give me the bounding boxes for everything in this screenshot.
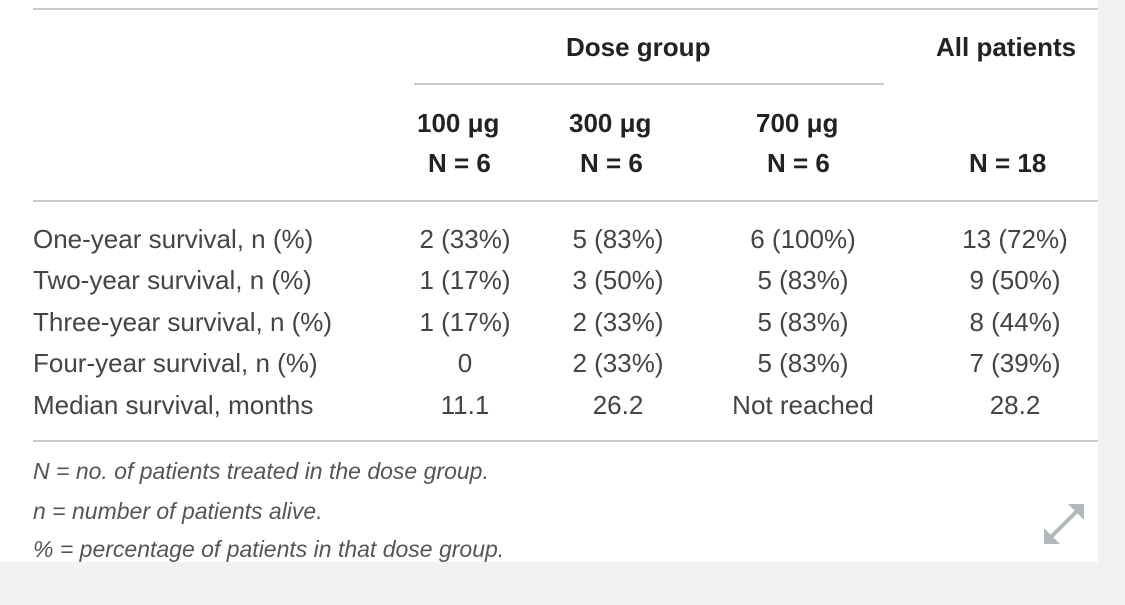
- cell-100: 1 (17%): [419, 307, 511, 337]
- body-bottom-rule: [33, 440, 1098, 442]
- cell-700: 5 (83%): [757, 307, 849, 337]
- row-label: Four-year survival, n (%): [33, 348, 318, 378]
- cell-300: 3 (50%): [572, 265, 664, 295]
- cell-100: 2 (33%): [419, 224, 511, 254]
- cell-100: 0: [457, 348, 473, 378]
- cell-all: 9 (50%): [969, 265, 1061, 295]
- col-n-100: N = 6: [428, 148, 491, 178]
- col-dose-100: 100 μg: [417, 108, 500, 138]
- cell-300: 5 (83%): [572, 224, 664, 254]
- col-n-300: N = 6: [580, 148, 643, 178]
- cell-all: 7 (39%): [969, 348, 1061, 378]
- cell-all: 8 (44%): [969, 307, 1061, 337]
- cell-700: 6 (100%): [750, 224, 856, 254]
- cell-100: 1 (17%): [419, 265, 511, 295]
- cell-300: 2 (33%): [572, 307, 664, 337]
- cell-300: 26.2: [592, 390, 644, 420]
- cell-all: 13 (72%): [962, 224, 1068, 254]
- cell-300: 2 (33%): [572, 348, 664, 378]
- dose-group-header: Dose group: [566, 32, 711, 62]
- col-n-all: N = 18: [969, 148, 1047, 178]
- cell-700: 5 (83%): [757, 265, 849, 295]
- row-label: Two-year survival, n (%): [33, 265, 312, 295]
- footnote: N = no. of patients treated in the dose …: [33, 458, 489, 484]
- header-bottom-rule: [33, 200, 1098, 202]
- row-label: Median survival, months: [33, 390, 314, 420]
- table-panel: Dose group All patients 100 μg N = 6 300…: [0, 0, 1098, 562]
- col-n-700: N = 6: [767, 148, 830, 178]
- footnote: % = percentage of patients in that dose …: [33, 536, 505, 562]
- dose-group-rule: [414, 83, 884, 85]
- panel-bottom-mask: [0, 562, 1125, 605]
- top-rule: [33, 8, 1098, 10]
- cell-100: 11.1: [440, 390, 490, 420]
- col-dose-300: 300 μg: [569, 108, 652, 138]
- cell-all: 28.2: [989, 390, 1041, 420]
- all-patients-header: All patients: [936, 32, 1077, 62]
- cell-700: Not reached: [732, 390, 874, 420]
- cell-700: 5 (83%): [757, 348, 849, 378]
- row-label: Three-year survival, n (%): [33, 307, 333, 337]
- row-label: One-year survival, n (%): [33, 224, 314, 254]
- expand-arrows-icon[interactable]: [1040, 500, 1088, 548]
- footnote: n = number of patients alive.: [33, 498, 323, 524]
- col-dose-700: 700 μg: [756, 108, 839, 138]
